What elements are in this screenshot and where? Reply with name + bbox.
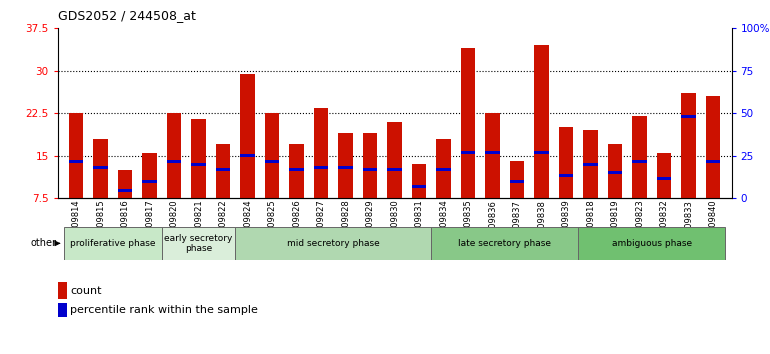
Bar <box>657 177 671 180</box>
Bar <box>460 48 476 198</box>
Bar <box>657 153 671 198</box>
Bar <box>69 160 83 163</box>
Text: other: other <box>30 238 56 249</box>
Bar <box>534 152 549 154</box>
Bar <box>485 152 500 154</box>
Bar <box>290 144 304 198</box>
Bar <box>387 169 402 171</box>
Bar <box>191 163 206 166</box>
Bar <box>363 169 377 171</box>
Bar <box>265 113 280 198</box>
Text: proliferative phase: proliferative phase <box>70 239 156 248</box>
Bar <box>338 166 353 169</box>
Bar <box>191 119 206 198</box>
Bar <box>534 45 549 198</box>
Text: ambiguous phase: ambiguous phase <box>612 239 692 248</box>
Bar <box>69 113 83 198</box>
Bar <box>632 116 647 198</box>
Bar <box>632 160 647 163</box>
Bar <box>431 227 578 260</box>
Bar <box>363 133 377 198</box>
Bar <box>437 169 451 171</box>
Text: early secretory
phase: early secretory phase <box>165 234 233 253</box>
Bar <box>314 108 329 198</box>
Text: late secretory phase: late secretory phase <box>458 239 551 248</box>
Bar <box>236 227 431 260</box>
Bar <box>681 115 696 118</box>
Bar <box>142 153 157 198</box>
Bar <box>387 122 402 198</box>
Bar <box>338 133 353 198</box>
Bar <box>559 174 574 177</box>
Bar <box>460 152 476 154</box>
Text: percentile rank within the sample: percentile rank within the sample <box>70 305 258 315</box>
Bar <box>118 189 132 193</box>
Bar <box>437 139 451 198</box>
Bar <box>216 144 230 198</box>
Bar <box>240 74 255 198</box>
Bar <box>510 161 524 198</box>
Bar <box>167 113 182 198</box>
Bar <box>142 180 157 183</box>
Bar <box>578 227 725 260</box>
Bar <box>412 164 427 198</box>
Bar <box>162 227 236 260</box>
Bar <box>608 171 622 174</box>
Bar <box>314 166 329 169</box>
Text: mid secretory phase: mid secretory phase <box>287 239 380 248</box>
Bar <box>510 180 524 183</box>
Bar <box>584 163 598 166</box>
Bar <box>412 185 427 188</box>
Bar <box>240 154 255 157</box>
Bar <box>681 93 696 198</box>
Text: count: count <box>70 286 102 296</box>
Bar <box>706 160 721 163</box>
Bar <box>167 160 182 163</box>
Bar <box>93 166 108 169</box>
Bar <box>608 144 622 198</box>
Text: GDS2052 / 244508_at: GDS2052 / 244508_at <box>58 9 196 22</box>
Bar <box>584 130 598 198</box>
Bar <box>93 139 108 198</box>
Bar <box>290 169 304 171</box>
Bar <box>118 170 132 198</box>
Bar <box>265 160 280 163</box>
Bar <box>485 113 500 198</box>
Bar <box>64 227 162 260</box>
Bar <box>216 169 230 171</box>
Bar <box>559 127 574 198</box>
Bar <box>706 96 721 198</box>
